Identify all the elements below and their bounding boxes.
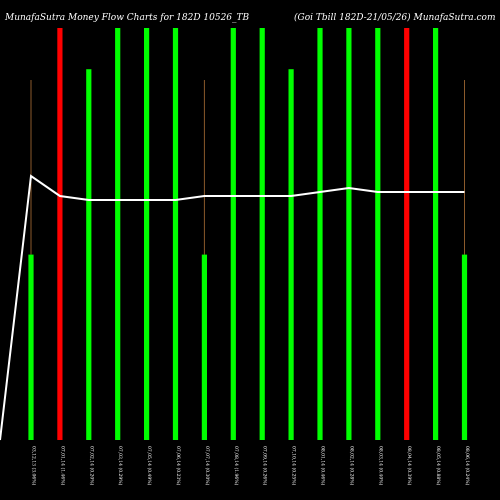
header-right-title: (Goi Tbill 182D-21/05/26) MunafaSutra.co…	[294, 12, 496, 23]
money-flow-bar	[230, 28, 236, 440]
money-flow-bar	[375, 28, 381, 440]
x-tick-label: 08,03,14 (0.40%)	[377, 446, 384, 486]
money-flow-bar	[461, 254, 468, 440]
money-flow-bar	[86, 69, 92, 440]
x-tick-label: 03,12,13 (3.06%)	[31, 446, 38, 486]
x-tick-label: 08,06,14 (0.24%)	[464, 446, 471, 486]
money-flow-line	[0, 174, 465, 441]
stick-layer	[30, 80, 465, 255]
money-flow-bar	[172, 28, 179, 440]
x-tick-label: 07,03,14 (0.29%)	[117, 446, 124, 486]
x-tick-label: 07,07,14 (0.30%)	[204, 446, 211, 486]
bar-layer	[28, 28, 468, 440]
money-flow-bar	[317, 28, 323, 440]
money-flow-bar	[404, 28, 410, 440]
money-flow-bar	[201, 254, 207, 440]
money-flow-bar	[288, 69, 294, 440]
x-tick-label: 07,06,14 (0.23%)	[175, 446, 182, 486]
money-flow-bar	[144, 28, 150, 440]
x-tick-label: 07,10,14 (0.25%)	[291, 446, 298, 486]
x-tick-label: 08,05,14 (0.88%)	[435, 446, 442, 486]
x-tick-label: 07,02,14 (0.20%)	[88, 446, 95, 486]
money-flow-bar	[346, 28, 352, 440]
x-tick-label: 08,02,14 (0.28%)	[348, 446, 355, 486]
money-flow-bar	[28, 254, 34, 440]
money-flow-bar	[57, 28, 63, 440]
x-tick-label: 07,05,14 (0.49%)	[146, 446, 153, 486]
x-tick-label: 08,01,14 (0.46%)	[320, 446, 327, 486]
x-tick-label: 07,08,14 (1.96%)	[233, 446, 240, 486]
line-layer	[0, 174, 465, 441]
x-tick-label: 07,09,14 (0.26%)	[262, 446, 269, 486]
money-flow-bar	[259, 28, 265, 440]
x-tick-label: 07,01,14 (1.46%)	[59, 446, 66, 486]
money-flow-bar	[115, 28, 121, 440]
x-tick-label: 08,04,14 (0.39%)	[406, 446, 413, 486]
money-flow-bar	[433, 28, 439, 440]
label-layer: 03,12,13 (3.06%) 07,01,14 (1.46%) 07,02,14…	[31, 446, 472, 486]
header-left-title: MunafaSutra Money Flow Charts for 182D 1…	[4, 13, 250, 23]
